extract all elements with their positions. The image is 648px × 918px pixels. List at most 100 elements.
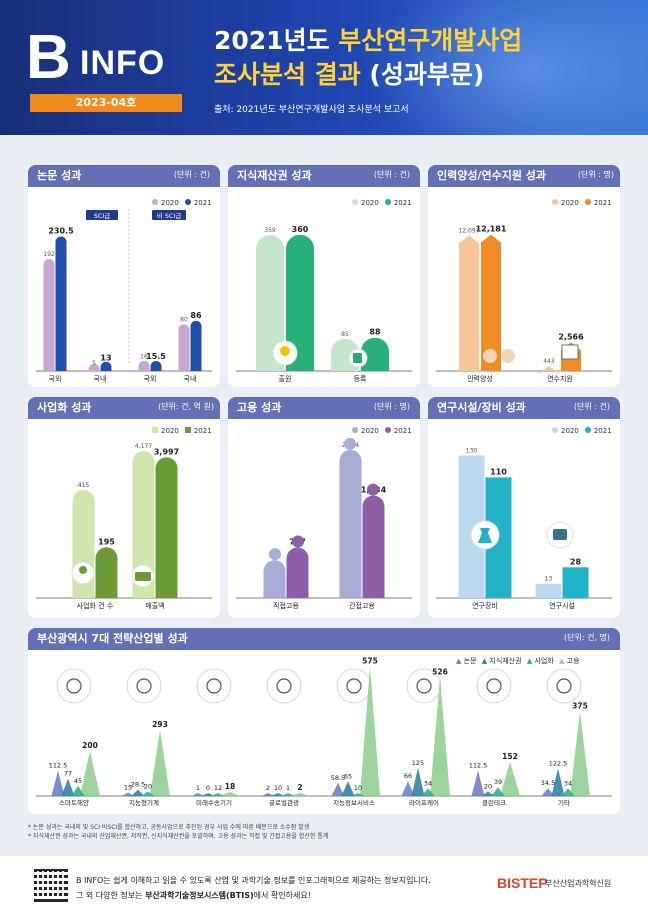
triangle-고용-2 [220,791,240,796]
emp-chart: 530707직접고용2,0741,434간접고용 [236,437,412,610]
triangle-논문-6 [471,770,485,796]
label-사업화-7: 34 [564,779,572,787]
label-paper-2021-1: 13 [100,353,111,362]
person-head-icon-2 [344,437,356,450]
triangle-논문-7 [541,788,555,796]
bar-emp-2021-1 [362,495,385,598]
label-paper-2020-3: 80 [180,316,188,323]
header-glow [368,0,648,135]
label-paper-2020-0: 192 [43,251,55,258]
label-com-2020-1: 4,177 [135,443,152,450]
triangle-고용-7 [570,711,590,796]
label-fac-2021-1: 28 [570,557,582,566]
legend-marker-ip: ▲ [481,657,488,665]
triangle-논문-3 [261,793,275,796]
category-ind-2: 미래수송기기 [196,798,232,807]
legend-swatch-2020 [152,199,158,205]
legend-swatch-2021 [384,427,391,433]
triangle-지식재산권-2 [201,793,215,796]
label-fac-2020-0: 130 [466,447,478,454]
ip-chart: 359 360 출원 85 88 등록 [236,225,412,383]
label-논문-2: 1 [196,784,200,792]
users-icon-head [79,566,87,574]
label-고용-4: 575 [362,657,378,666]
triangle-사업화-2 [211,793,225,796]
person-head-icon-1 [292,535,304,548]
label-hr-2020-0: 12,097 [459,228,480,235]
label-논문-4: 58.5 [331,774,345,782]
qr-code-icon[interactable] [34,868,68,902]
title-year: 2021년도 [214,26,339,55]
footer-line-2: 그 외 다양한 정보는 부산과학기술정보시스템(BTIS)에서 확인하세요! [76,888,431,903]
com-title: 사업화 성과 [28,397,92,419]
label-com-2021-1: 3,997 [154,447,179,456]
hr-unit: (단위 : 명) [577,170,614,179]
triangle-고용-5 [430,677,450,796]
industry-icon-glyph-4 [346,678,362,694]
legend-marker-emp: ▲ [559,657,565,665]
title-suffix: (성과부문) [360,60,485,89]
industry-icon-6 [476,668,512,704]
label-ip-2020-1: 85 [341,331,349,338]
label-고용-2: 18 [225,782,235,791]
btis-link[interactable]: 부산과학기술정보시스템(BTIS) [145,891,254,900]
bar-hr-2020-1 [539,366,559,375]
category-ind-7: 기타 [558,798,570,807]
triangle-사업화-5 [421,788,435,796]
bar-hr-2020-0 [459,235,479,371]
fac-title: 연구시설/장비 성과 [428,397,526,419]
category-fac-0: 연구장비 [472,601,498,610]
label-사업화-2: 12 [214,784,222,792]
category-ind-3: 글로벌관광 [269,798,299,807]
industry-icon-glyph-2 [206,678,222,694]
paper-title: 논문 성과 [28,165,82,187]
triangle-사업화-7 [561,788,575,796]
legend-ip: 지식재산권 [489,657,522,665]
fac-legend: 2020 2021 [546,427,612,435]
category-paper-0: 국외 [49,374,62,383]
legend-2020: 2020 [561,199,579,207]
triangle-사업화-6 [491,787,505,796]
paper-unit: (단위 : 건) [173,170,210,179]
title-highlight-2: 조사분석 결과 [214,60,361,89]
triangle-지식재산권-4 [341,781,355,796]
hr-legend: 2020 2021 [546,199,612,207]
issue-badge: 2023-04호 [30,94,182,112]
label-지식재산권-7: 122.5 [549,759,568,767]
flask-icon-shape [478,528,492,543]
industry-title: 부산광역시 7대 전략산업별 성과 [28,628,188,650]
bar-paper-2021-2 [150,360,162,371]
emp-legend: 2020 2021 [346,427,412,435]
com-unit: (단위: 건, 억 원) [158,402,214,411]
triangle-논문-1 [121,792,135,796]
legend-swatch-2021 [584,199,591,205]
category-emp-0: 직접고용 [273,601,299,610]
bar-ip-2021-0 [286,234,314,371]
legend-2020: 2020 [561,427,579,435]
category-paper-1: 국내 [94,374,107,383]
industry-icon-glyph-0 [66,678,82,694]
com-legend: 2020 2021 [146,427,212,435]
legend-2020: 2020 [161,199,179,207]
legend-paper: 논문 [463,657,477,665]
label-com-2021-0: 195 [98,537,115,546]
bar-com-2020-1 [132,451,155,598]
logo-b: B [26,23,71,92]
industry-panel: 부산광역시 7대 전략산업별 성과 (단위: 건, 명) ▲ 논문 ▲ 지식재산… [28,628,620,814]
legend-2021: 2021 [193,427,212,435]
legend-swatch-2021 [584,427,591,433]
legend-2021: 2021 [393,199,412,207]
label-ip-2020-0: 359 [264,227,276,234]
equipment-icon-box [553,529,567,540]
category-ind-5: 라이프케어 [409,798,439,807]
label-ip-2021-1: 88 [369,328,381,337]
emp-unit: (단위 : 명) [373,402,410,411]
legend-swatch-2020 [352,199,358,205]
industry-icon-1 [126,668,162,704]
industry-icon-glyph-3 [276,678,292,694]
lightbulb-icon-bulb [280,346,290,356]
label-paper-2021-3: 86 [190,311,202,320]
fac-unit: (단위 : 건) [573,402,610,411]
label-논문-3: 2 [266,784,270,792]
triangle-지식재산권-1 [131,789,145,796]
